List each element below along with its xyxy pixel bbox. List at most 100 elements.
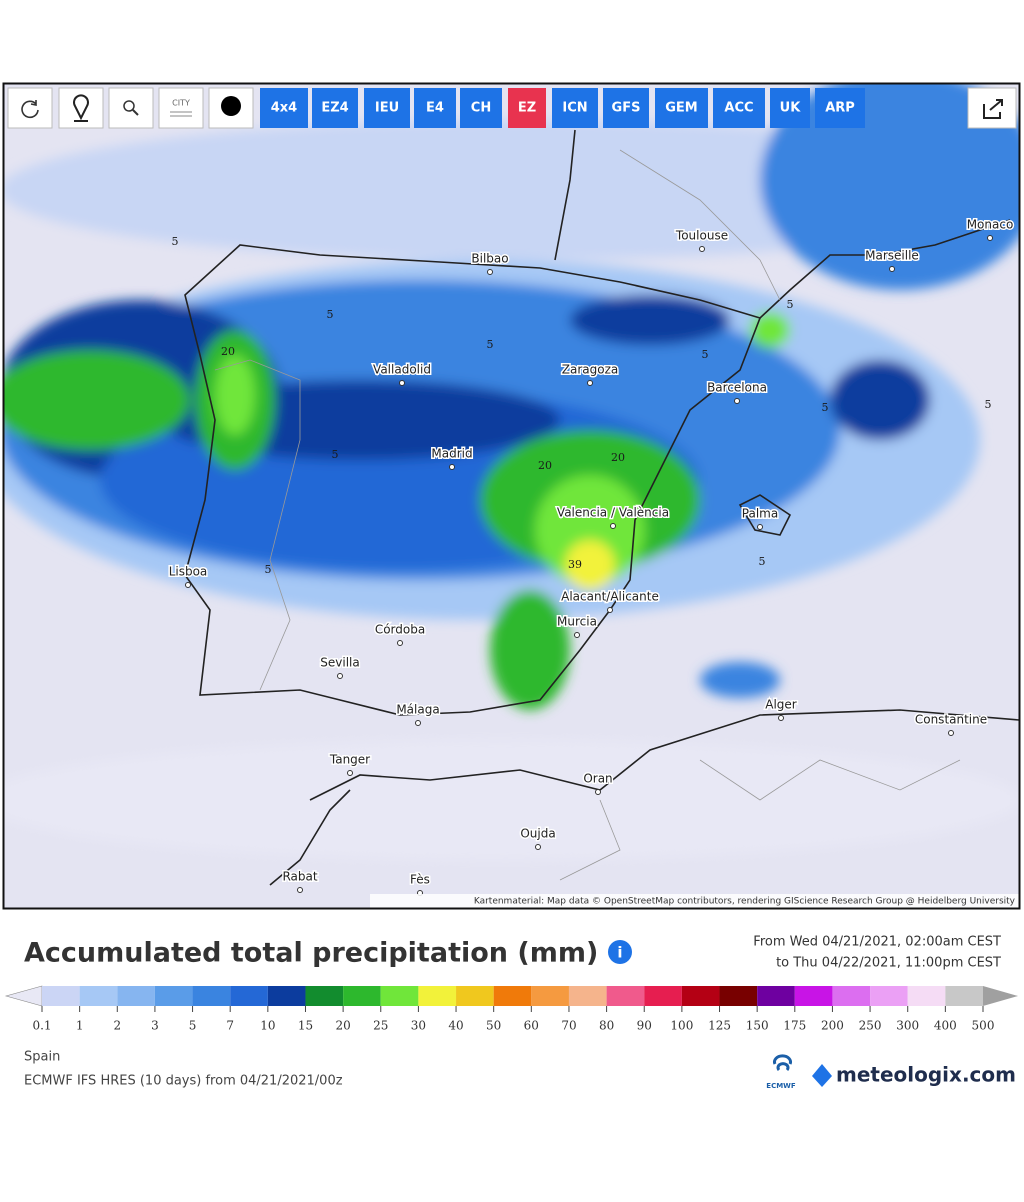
attribution: Kartenmaterial: Map data © OpenStreetMap… (474, 897, 1016, 907)
model-label: GEM (665, 101, 698, 116)
model-button[interactable] (260, 88, 308, 128)
legend-swatch (418, 986, 457, 1006)
city-label: Málaga (396, 703, 439, 717)
contour-label: 5 (822, 401, 829, 414)
legend-label: 50 (486, 1019, 501, 1033)
model-button[interactable] (603, 88, 649, 128)
ecmwf-text: ECMWF (766, 1082, 796, 1090)
brand: meteologix.com (836, 1063, 1016, 1087)
legend: 0.1 1 2 3 5 7 10 15 20 25 30 40 50 60 70 80 90 100 125 150 1… (4, 985, 1018, 1033)
city-label: Barcelona (707, 381, 767, 395)
legend-swatch (154, 986, 193, 1006)
legend-swatch (117, 986, 155, 1006)
city-marker (948, 730, 954, 736)
contour-label: 5 (759, 555, 766, 568)
model-button[interactable] (508, 88, 546, 128)
borders (214, 149, 961, 881)
legend-swatch (493, 986, 532, 1006)
model-button[interactable] (713, 88, 765, 128)
model-button[interactable] (364, 88, 410, 128)
legend-label: 90 (637, 1019, 652, 1033)
contour-label: 20 (221, 345, 235, 358)
model-button[interactable] (815, 88, 865, 128)
city-label: Tanger (329, 753, 370, 767)
city-label: Córdoba (375, 623, 425, 637)
map[interactable]: Bilbao Toulouse Marseille Monaco Valladolid Z… (0, 70, 1024, 908)
model-button[interactable] (414, 88, 456, 128)
contour-label: 5 (702, 348, 709, 361)
brand-logo (812, 1064, 832, 1087)
legend-label: 10 (260, 1019, 275, 1033)
city-label: Fès (410, 873, 430, 887)
city-marker (337, 673, 343, 679)
legend-label: 5 (189, 1019, 197, 1033)
city-marker (757, 524, 763, 530)
legend-label: 300 (896, 1019, 919, 1033)
city-button[interactable] (158, 87, 204, 129)
contour-label: 5 (327, 308, 334, 321)
legend-swatch (380, 986, 419, 1006)
location-icon (73, 94, 89, 122)
reload-button[interactable] (7, 87, 53, 129)
model-label: CH (471, 101, 491, 116)
city-marker (610, 523, 616, 529)
city-icon (170, 111, 192, 117)
city-icon-text: CITY (172, 99, 190, 108)
legend-label: 40 (448, 1019, 463, 1033)
city-marker (699, 246, 705, 252)
model-label: GFS (612, 101, 641, 116)
info-icon[interactable] (608, 940, 632, 964)
legend-swatch (870, 986, 908, 1006)
legend-label: 30 (411, 1019, 426, 1033)
legend-swatch (230, 986, 268, 1006)
legend-label: 150 (746, 1019, 769, 1033)
city-label: Madrid (431, 447, 472, 461)
legend-label: 0.1 (32, 1019, 51, 1033)
legend-label: 100 (670, 1019, 693, 1033)
city-label: Toulouse (675, 229, 728, 243)
date-from: From Wed 04/21/2021, 02:00am CEST (753, 935, 1001, 950)
legend-label: 70 (561, 1019, 576, 1033)
dot-icon (221, 96, 241, 116)
legend-label: 3 (151, 1019, 159, 1033)
city-label: Marseille (865, 249, 919, 263)
contour-label: 5 (787, 298, 794, 311)
legend-swatch (794, 986, 833, 1006)
city-marker (347, 770, 353, 776)
city-labels: Bilbao Toulouse Marseille Monaco Valladolid Z… (167, 216, 1015, 896)
legend-label: 200 (821, 1019, 844, 1033)
legend-low-arrow (4, 985, 43, 1007)
model-label: UK (780, 101, 802, 116)
zoom-button[interactable] (108, 87, 154, 129)
precip-field (4, 84, 1019, 860)
city-label: Murcia (557, 615, 597, 629)
city-marker (415, 720, 421, 726)
legend-swatch (456, 986, 494, 1006)
city-marker (574, 632, 580, 638)
model-button[interactable] (655, 88, 708, 128)
city-marker (778, 715, 784, 721)
contour-label: 5 (172, 235, 179, 248)
legend-label: 175 (783, 1019, 806, 1033)
city-marker (987, 235, 993, 241)
ecmwf-logo (773, 1054, 792, 1072)
legend-swatch (343, 986, 381, 1006)
model-label: 4x4 (271, 101, 297, 116)
city-marker (399, 380, 405, 386)
city-label: Lisboa (169, 565, 208, 579)
share-icon (983, 99, 1003, 119)
model-button[interactable] (552, 88, 598, 128)
legend-label: 1 (76, 1019, 84, 1033)
model-label: EZ4 (321, 101, 348, 116)
city-label: Bilbao (471, 252, 508, 266)
model-button[interactable] (312, 88, 358, 128)
city-marker (734, 398, 740, 404)
contour-label: 20 (611, 451, 625, 464)
zoom-icon-handle (132, 109, 139, 116)
model-button[interactable] (770, 88, 810, 128)
city-label: Zaragoza (562, 363, 618, 377)
region: Spain (24, 1050, 60, 1065)
legend-swatch (79, 986, 118, 1006)
model-button[interactable] (460, 88, 502, 128)
